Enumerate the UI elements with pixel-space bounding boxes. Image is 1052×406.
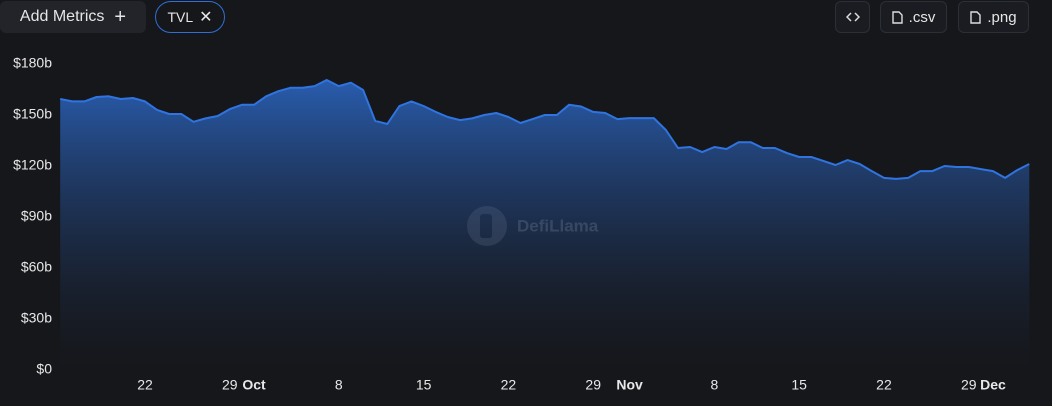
png-button[interactable]: .png (958, 1, 1029, 33)
x-tick-label: 22 (501, 377, 517, 393)
y-tick-label: $180b (13, 55, 52, 71)
csv-button[interactable]: .csv (880, 1, 947, 33)
code-icon (845, 12, 860, 22)
line (60, 79, 1030, 180)
area (60, 80, 1030, 370)
x-tick-label: 8 (335, 377, 343, 393)
plus-icon: + (114, 5, 127, 28)
x-tick-label: Oct (242, 377, 266, 393)
file-icon (891, 10, 903, 24)
watermark: DefiLlama (467, 206, 599, 246)
close-icon: ✕ (199, 9, 213, 26)
button-label: .csv (908, 8, 936, 26)
y-tick-label: $60b (21, 259, 52, 275)
file-icon (970, 10, 982, 24)
y-tick-label: $90b (21, 208, 52, 224)
x-tick-label: 15 (416, 377, 432, 393)
x-tick-label: Dec (980, 377, 1006, 393)
y-tick-label: $150b (13, 106, 52, 122)
x-tick-label: Nov (616, 377, 643, 393)
button-label: Add Metrics (19, 8, 105, 25)
x-tick-label: 29 (585, 377, 601, 393)
y-tick-label: $0 (36, 361, 52, 377)
x-tick-label: 22 (137, 377, 153, 393)
y-tick-label: $120b (13, 157, 52, 173)
embed-button[interactable] (835, 1, 870, 33)
chip-label: TVL (167, 9, 194, 25)
x-tick-label: 22 (876, 377, 892, 393)
x-tick-label: 15 (791, 377, 807, 393)
y-tick-label: $30b (21, 310, 52, 326)
x-tick-label: 29 (961, 377, 977, 393)
x-tick-label: 8 (710, 377, 718, 393)
watermark-text: DefiLlama (517, 216, 599, 235)
metric-chip[interactable]: TVL ✕ (155, 1, 225, 33)
button-label: .png (987, 8, 1017, 26)
add-metrics-button[interactable]: Add Metrics + (0, 1, 146, 33)
x-tick-label: 29 (222, 377, 238, 393)
